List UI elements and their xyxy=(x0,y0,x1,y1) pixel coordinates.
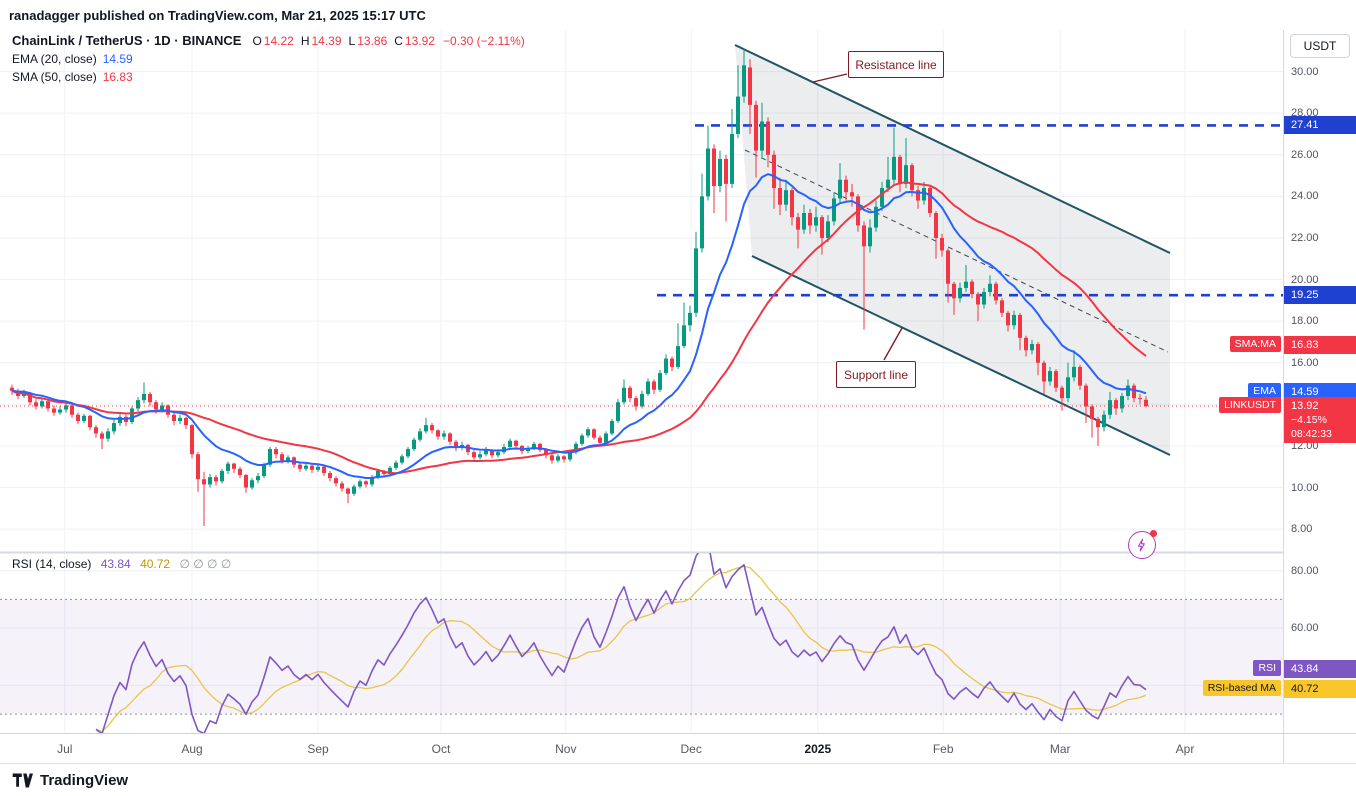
ema-legend-row[interactable]: EMA (20, close) 14.59 xyxy=(12,50,525,68)
rsi-axis-badge: 43.84 xyxy=(1284,660,1356,679)
linkusdt-tag: LINKUSDT xyxy=(1219,397,1281,413)
ohlc-value: 13.86 xyxy=(357,34,388,48)
tradingview-logo-icon[interactable] xyxy=(12,770,33,791)
time-axis-label: Mar xyxy=(1049,742,1071,756)
ohlc-values: O 14.22 H 14.39 L 13.86 C 13.92 xyxy=(245,32,435,50)
sma-label: SMA (50, close) xyxy=(12,70,97,84)
price-axis-label: 28.00 xyxy=(1291,107,1319,120)
ohlc-key: L xyxy=(348,34,356,48)
channel-midline xyxy=(744,149,1169,353)
price-chart-canvas[interactable] xyxy=(0,30,1283,733)
time-axis-label: Apr xyxy=(1175,742,1195,756)
level-badge: 19.25 xyxy=(1284,286,1356,305)
brand-name[interactable]: TradingView xyxy=(40,771,129,789)
ema-value: 14.59 xyxy=(102,52,133,66)
ema-axis-badge: 14.59 xyxy=(1284,383,1356,402)
price-axis-label: 16.00 xyxy=(1291,356,1319,369)
sma-line xyxy=(11,181,1147,475)
candles-layer xyxy=(10,48,1148,527)
channel-resistance-line xyxy=(734,44,1171,254)
ema-line xyxy=(11,173,1147,479)
sma-ma-axis-badge: 16.83 xyxy=(1284,336,1356,355)
symbol-legend: ChainLink / TetherUS · 1D · BINANCE O 14.… xyxy=(12,32,525,86)
price-axis-label: 22.00 xyxy=(1291,231,1319,244)
rsi-based-ma-tag: RSI-based MA xyxy=(1202,680,1281,697)
ohlc-key: O xyxy=(252,34,262,48)
notification-dot xyxy=(1150,530,1157,537)
rsi-ma-value: 40.72 xyxy=(140,557,171,571)
time-axis-label: Oct xyxy=(431,742,451,756)
time-axis[interactable]: Jul Aug Sep Oct Nov Dec 2025 Feb Mar Apr xyxy=(0,733,1356,764)
rsi-pane-layer xyxy=(0,553,1283,733)
rsi-axis-label: 60.00 xyxy=(1291,622,1319,635)
rsi-empty-slots: ∅ ∅ ∅ ∅ xyxy=(179,557,232,571)
resistance-line-label[interactable]: Resistance line xyxy=(848,51,944,78)
price-axis-label: 8.00 xyxy=(1291,523,1313,536)
price-axis[interactable]: USDT 30.00 28.00 26.00 24.00 22.00 20.00 18.00… xyxy=(1283,30,1356,763)
change-value: −0.30 (−2.11%) xyxy=(442,34,525,48)
sma-legend-row[interactable]: SMA (50, close) 16.83 xyxy=(12,68,525,86)
chart-area[interactable]: ChainLink / TetherUS · 1D · BINANCE O 14.… xyxy=(0,30,1283,733)
grid-layer xyxy=(0,30,1283,733)
ohlc-value: 13.92 xyxy=(404,34,435,48)
price-axis-label: 20.00 xyxy=(1291,273,1319,286)
rsi-value: 43.84 xyxy=(100,557,131,571)
currency-box[interactable]: USDT xyxy=(1290,34,1350,58)
support-line-label[interactable]: Support line xyxy=(836,361,916,388)
ohlc-key: C xyxy=(394,34,403,48)
rsi-based-ma-axis-badge: 40.72 xyxy=(1284,680,1356,699)
lightning-bolt-icon xyxy=(1137,538,1145,552)
pattern-flash-icon[interactable] xyxy=(1128,530,1157,559)
rsi-label: RSI (14, close) xyxy=(12,557,92,571)
resistance-line-label-pointer xyxy=(812,73,848,83)
time-axis-label: Feb xyxy=(932,742,954,756)
ohlc-value: 14.22 xyxy=(263,34,294,48)
symbol-title[interactable]: ChainLink / TetherUS · 1D · BINANCE xyxy=(12,33,242,48)
time-axis-label: Nov xyxy=(555,742,577,756)
ema-tag: EMA xyxy=(1248,383,1281,400)
time-axis-label: Dec xyxy=(680,742,702,756)
ema-label: EMA (20, close) xyxy=(12,52,97,66)
time-axis-label: Jul xyxy=(57,742,73,756)
price-axis-label: 18.00 xyxy=(1291,315,1319,328)
time-axis-label: 2025 xyxy=(804,742,832,756)
publish-header: ranadagger published on TradingView.com,… xyxy=(0,0,1356,30)
rsi-band xyxy=(0,599,1283,715)
support-line-label-pointer xyxy=(883,327,903,361)
sma-value: 16.83 xyxy=(102,70,133,84)
price-axis-label: 26.00 xyxy=(1291,148,1319,161)
rsi-line xyxy=(95,553,1147,733)
sma-ma-tag: SMA:MA xyxy=(1229,336,1281,353)
rsi-ma-line xyxy=(95,565,1147,733)
price-axis-label: 30.00 xyxy=(1291,65,1319,78)
channel-fill xyxy=(735,45,1170,455)
ohlc-value: 14.39 xyxy=(311,34,342,48)
rsi-legend-row[interactable]: RSI (14, close) 43.84 40.72 ∅ ∅ ∅ ∅ xyxy=(12,557,237,571)
price-axis-label: 24.00 xyxy=(1291,190,1319,203)
level-badge: 27.41 xyxy=(1284,116,1356,135)
time-axis-label: Aug xyxy=(181,742,203,756)
time-axis-label: Sep xyxy=(307,742,329,756)
rsi-axis-label: 80.00 xyxy=(1291,564,1319,577)
price-axis-label: 10.00 xyxy=(1291,481,1319,494)
price-pane-layer xyxy=(0,44,1283,527)
ohlc-key: H xyxy=(300,34,310,48)
publish-text: ranadagger published on TradingView.com,… xyxy=(9,7,426,23)
linkusdt-axis-badge: 13.92 −4.15% 08:42:33 xyxy=(1284,397,1356,443)
rsi-tag: RSI xyxy=(1253,660,1281,677)
symbol-row[interactable]: ChainLink / TetherUS · 1D · BINANCE O 14.… xyxy=(12,32,525,50)
footer-bar: TradingView xyxy=(0,763,1356,796)
channel-support-line xyxy=(751,255,1171,456)
